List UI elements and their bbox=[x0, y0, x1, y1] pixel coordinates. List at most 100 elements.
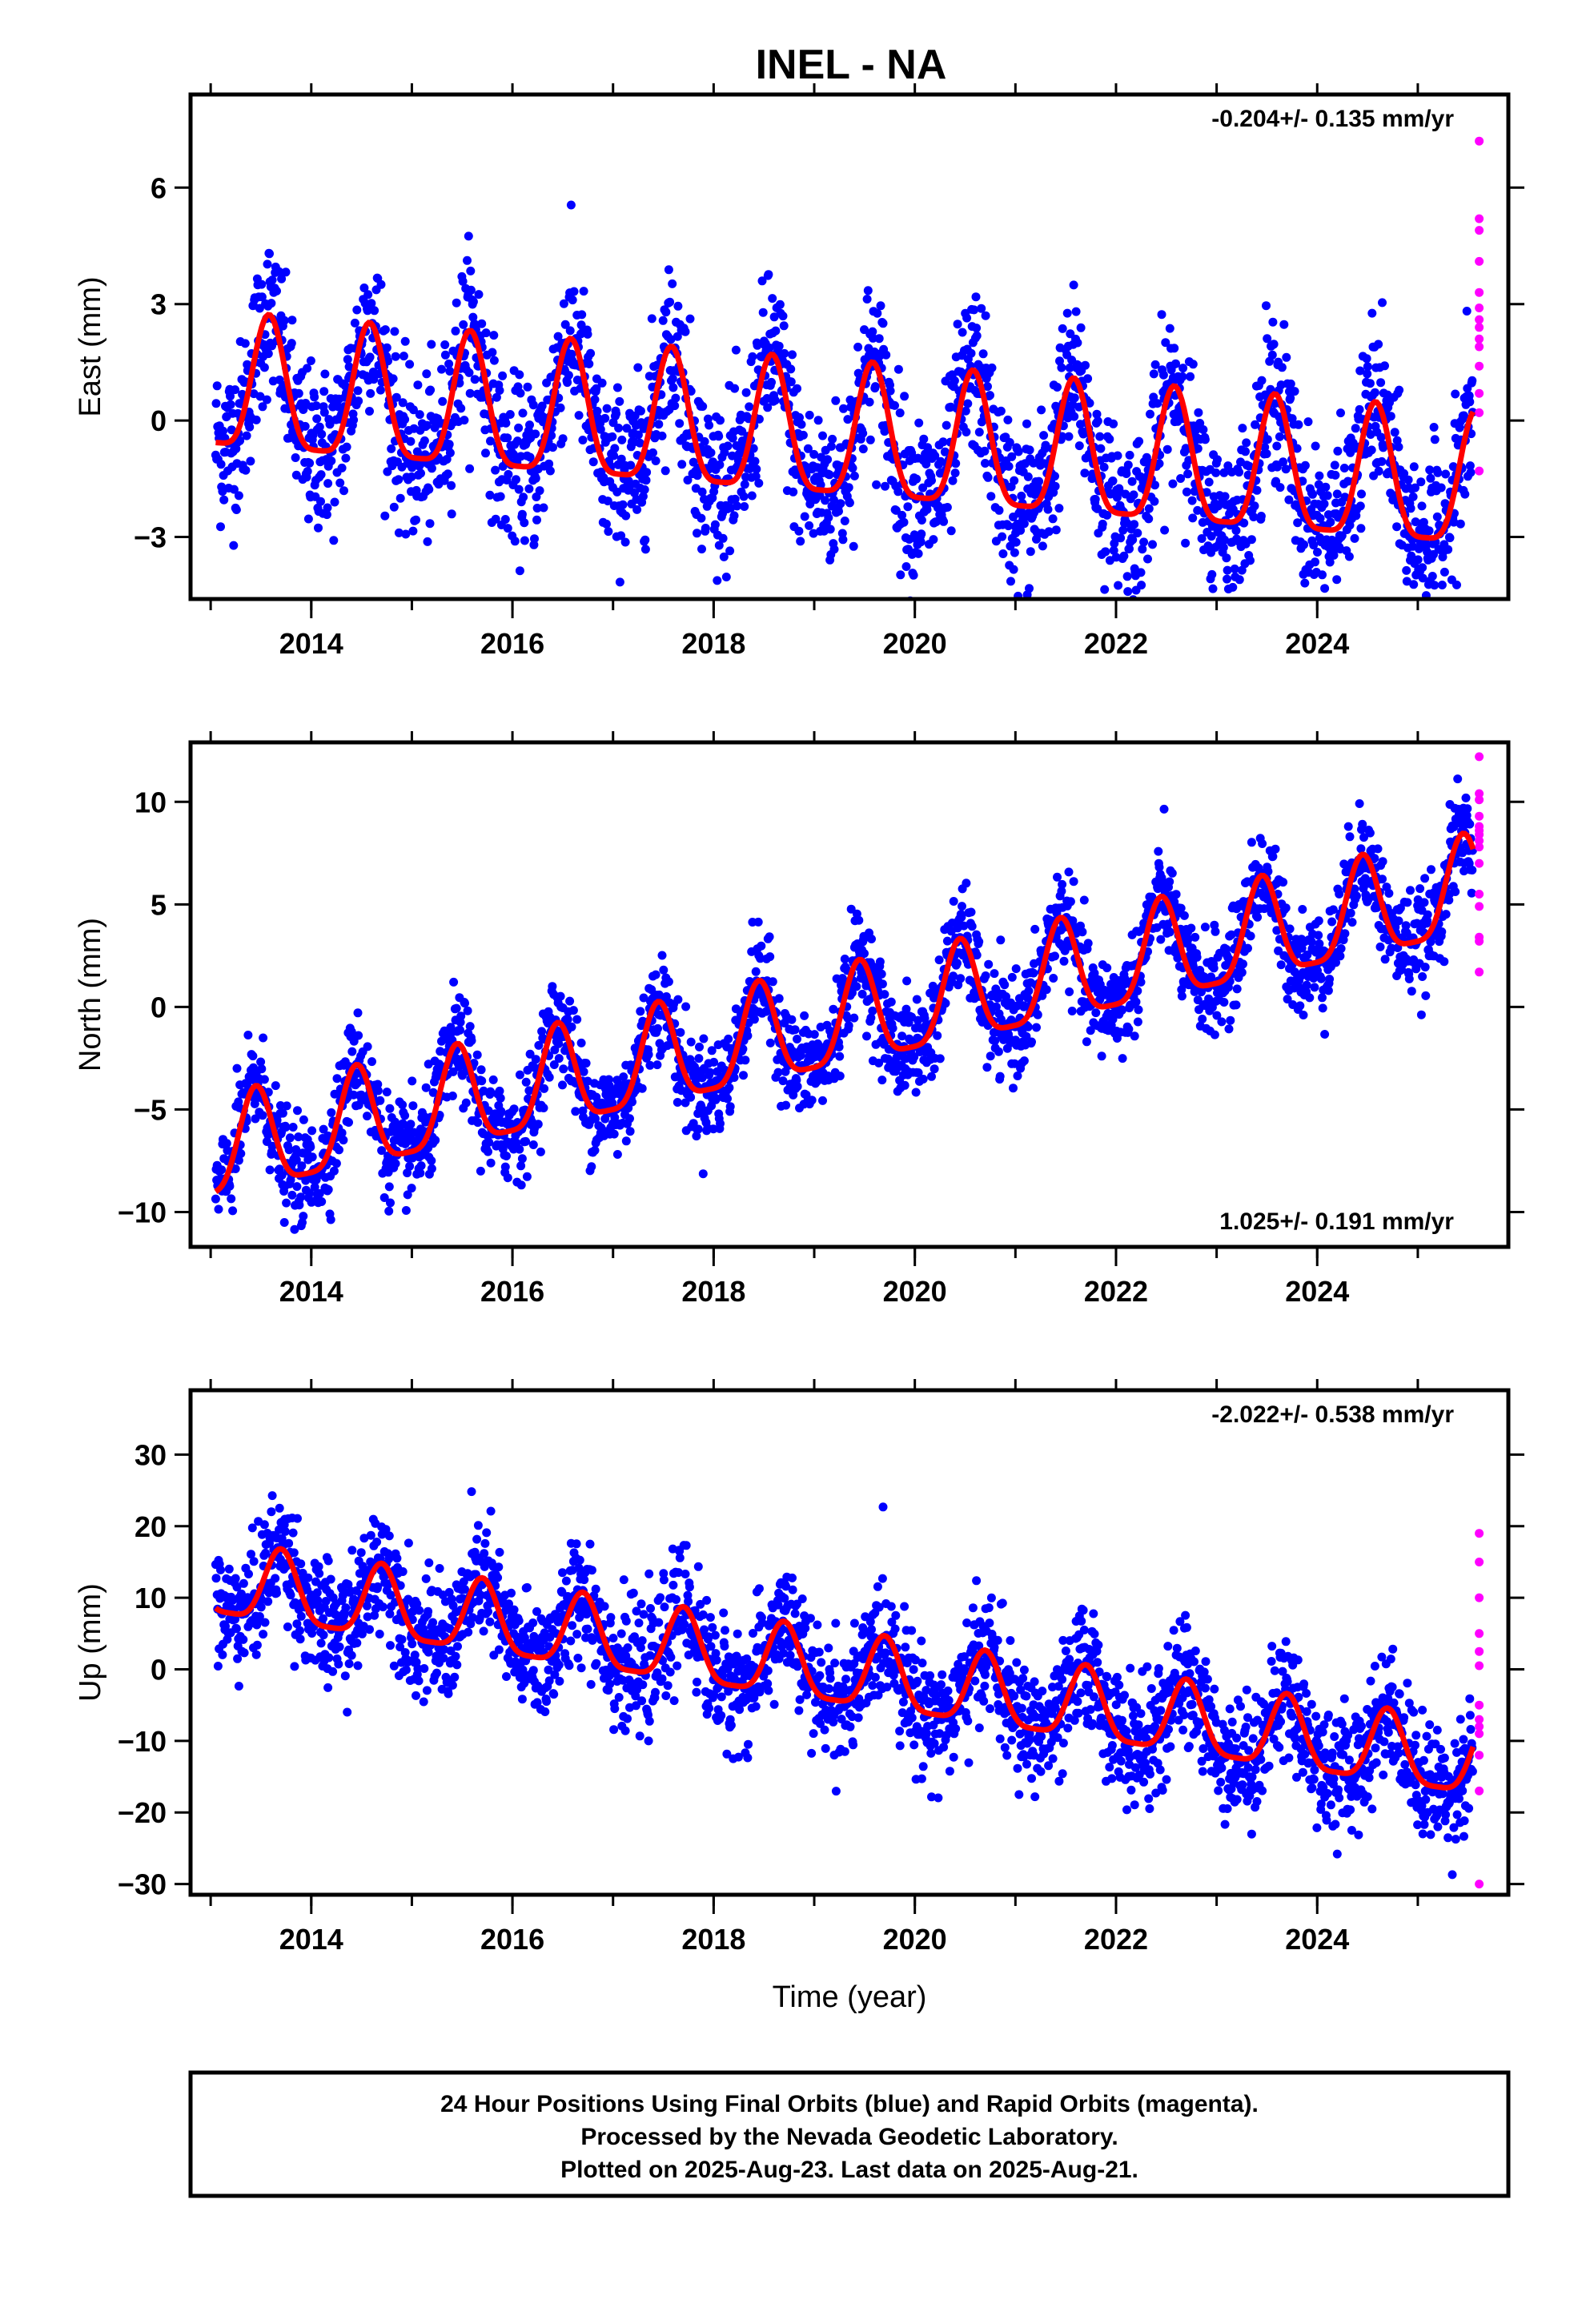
final-orbit-point bbox=[805, 410, 814, 420]
final-orbit-point bbox=[515, 370, 524, 380]
final-orbit-point bbox=[277, 274, 287, 283]
final-orbit-point bbox=[1390, 428, 1399, 437]
final-orbit-point bbox=[468, 312, 478, 322]
final-orbit-point bbox=[424, 485, 434, 494]
final-orbit-point bbox=[805, 521, 814, 530]
final-orbit-point bbox=[789, 487, 798, 497]
final-orbit-point bbox=[1219, 543, 1228, 553]
final-orbit-point bbox=[1262, 449, 1271, 459]
final-orbit-point bbox=[877, 979, 887, 989]
final-orbit-point bbox=[1090, 494, 1100, 504]
final-orbit-point bbox=[1223, 565, 1232, 575]
final-orbit-point bbox=[615, 577, 624, 587]
final-orbit-point bbox=[1235, 468, 1244, 477]
final-orbit-point bbox=[255, 392, 265, 401]
final-orbit-point bbox=[617, 435, 627, 444]
final-orbit-point bbox=[1025, 584, 1034, 593]
final-orbit-point bbox=[1380, 361, 1389, 371]
final-orbit-point bbox=[1232, 984, 1242, 994]
final-orbit-point bbox=[1124, 1024, 1134, 1034]
final-orbit-point bbox=[1064, 432, 1074, 441]
final-orbit-point bbox=[720, 448, 729, 457]
final-orbit-point bbox=[866, 1013, 876, 1023]
final-orbit-point bbox=[1083, 374, 1093, 384]
final-orbit-point bbox=[930, 451, 940, 460]
final-orbit-point bbox=[212, 381, 222, 391]
final-orbit-point bbox=[1136, 977, 1146, 987]
final-orbit-point bbox=[893, 487, 903, 497]
final-orbit-point bbox=[986, 492, 996, 501]
final-orbit-point bbox=[259, 1075, 269, 1084]
final-orbit-point bbox=[1208, 584, 1218, 593]
final-orbit-point bbox=[380, 325, 390, 335]
final-orbit-point bbox=[311, 401, 321, 411]
final-orbit-point bbox=[578, 436, 588, 444]
final-orbit-point bbox=[1379, 443, 1388, 452]
final-orbit-point bbox=[1178, 372, 1187, 381]
final-orbit-point bbox=[370, 306, 379, 316]
final-orbit-point bbox=[1204, 477, 1214, 487]
final-orbit-point bbox=[291, 470, 301, 480]
final-orbit-point bbox=[1325, 975, 1335, 984]
final-orbit-point bbox=[743, 1031, 753, 1040]
final-orbit-point bbox=[653, 1023, 662, 1033]
final-orbit-point bbox=[914, 418, 924, 428]
rapid-orbit-point bbox=[1475, 334, 1484, 344]
final-orbit-point bbox=[1010, 548, 1019, 557]
final-orbit-point bbox=[339, 1136, 348, 1145]
final-orbit-point bbox=[1363, 362, 1372, 372]
final-orbit-point bbox=[673, 332, 682, 341]
final-orbit-point bbox=[1323, 986, 1333, 995]
final-orbit-point bbox=[1227, 930, 1236, 939]
final-orbit-point bbox=[1226, 1015, 1235, 1025]
final-orbit-point bbox=[723, 441, 733, 451]
final-orbit-point bbox=[1171, 890, 1181, 899]
final-orbit-point bbox=[312, 414, 322, 424]
final-orbit-point bbox=[753, 340, 762, 350]
final-orbit-point bbox=[323, 503, 332, 513]
final-orbit-point bbox=[773, 1068, 783, 1077]
final-orbit-point bbox=[659, 965, 669, 975]
final-orbit-point bbox=[503, 433, 512, 443]
final-orbit-point bbox=[1279, 320, 1289, 329]
final-orbit-point bbox=[986, 391, 994, 400]
final-orbit-point bbox=[227, 1194, 236, 1204]
final-orbit-point bbox=[1220, 492, 1230, 501]
final-orbit-point bbox=[1007, 452, 1017, 461]
final-orbit-point bbox=[349, 415, 359, 424]
final-orbit-point bbox=[1308, 489, 1317, 499]
final-orbit-point bbox=[1422, 540, 1431, 549]
final-orbit-point bbox=[657, 431, 667, 440]
final-orbit-point bbox=[1062, 308, 1072, 318]
final-orbit-point bbox=[515, 1144, 524, 1154]
final-orbit-point bbox=[831, 396, 841, 405]
final-orbit-point bbox=[1302, 980, 1311, 990]
final-orbit-point bbox=[444, 440, 454, 449]
final-orbit-point bbox=[337, 463, 347, 472]
final-orbit-point bbox=[1178, 364, 1188, 373]
final-orbit-point bbox=[363, 1042, 372, 1051]
final-orbit-point bbox=[974, 428, 984, 437]
final-orbit-point bbox=[1272, 462, 1282, 472]
final-orbit-point bbox=[1039, 431, 1049, 440]
final-orbit-point bbox=[1197, 987, 1206, 997]
final-orbit-point bbox=[829, 545, 839, 554]
final-orbit-point bbox=[590, 395, 600, 404]
final-orbit-point bbox=[698, 1169, 708, 1179]
final-orbit-point bbox=[1460, 411, 1468, 420]
final-orbit-point bbox=[1057, 363, 1066, 372]
final-orbit-point bbox=[1350, 533, 1359, 543]
final-orbit-point bbox=[1239, 518, 1249, 528]
rapid-orbit-point bbox=[1475, 466, 1484, 476]
final-orbit-point bbox=[939, 517, 949, 526]
final-orbit-point bbox=[1023, 472, 1033, 481]
final-orbit-point bbox=[865, 397, 874, 407]
final-orbit-point bbox=[394, 475, 404, 485]
final-orbit-point bbox=[1430, 581, 1439, 590]
final-orbit-point bbox=[427, 1164, 436, 1173]
final-orbit-point bbox=[995, 1072, 1005, 1081]
final-orbit-point bbox=[826, 441, 836, 451]
final-orbit-point bbox=[673, 1098, 682, 1107]
final-orbit-point bbox=[1080, 468, 1090, 478]
final-orbit-point bbox=[713, 576, 722, 585]
